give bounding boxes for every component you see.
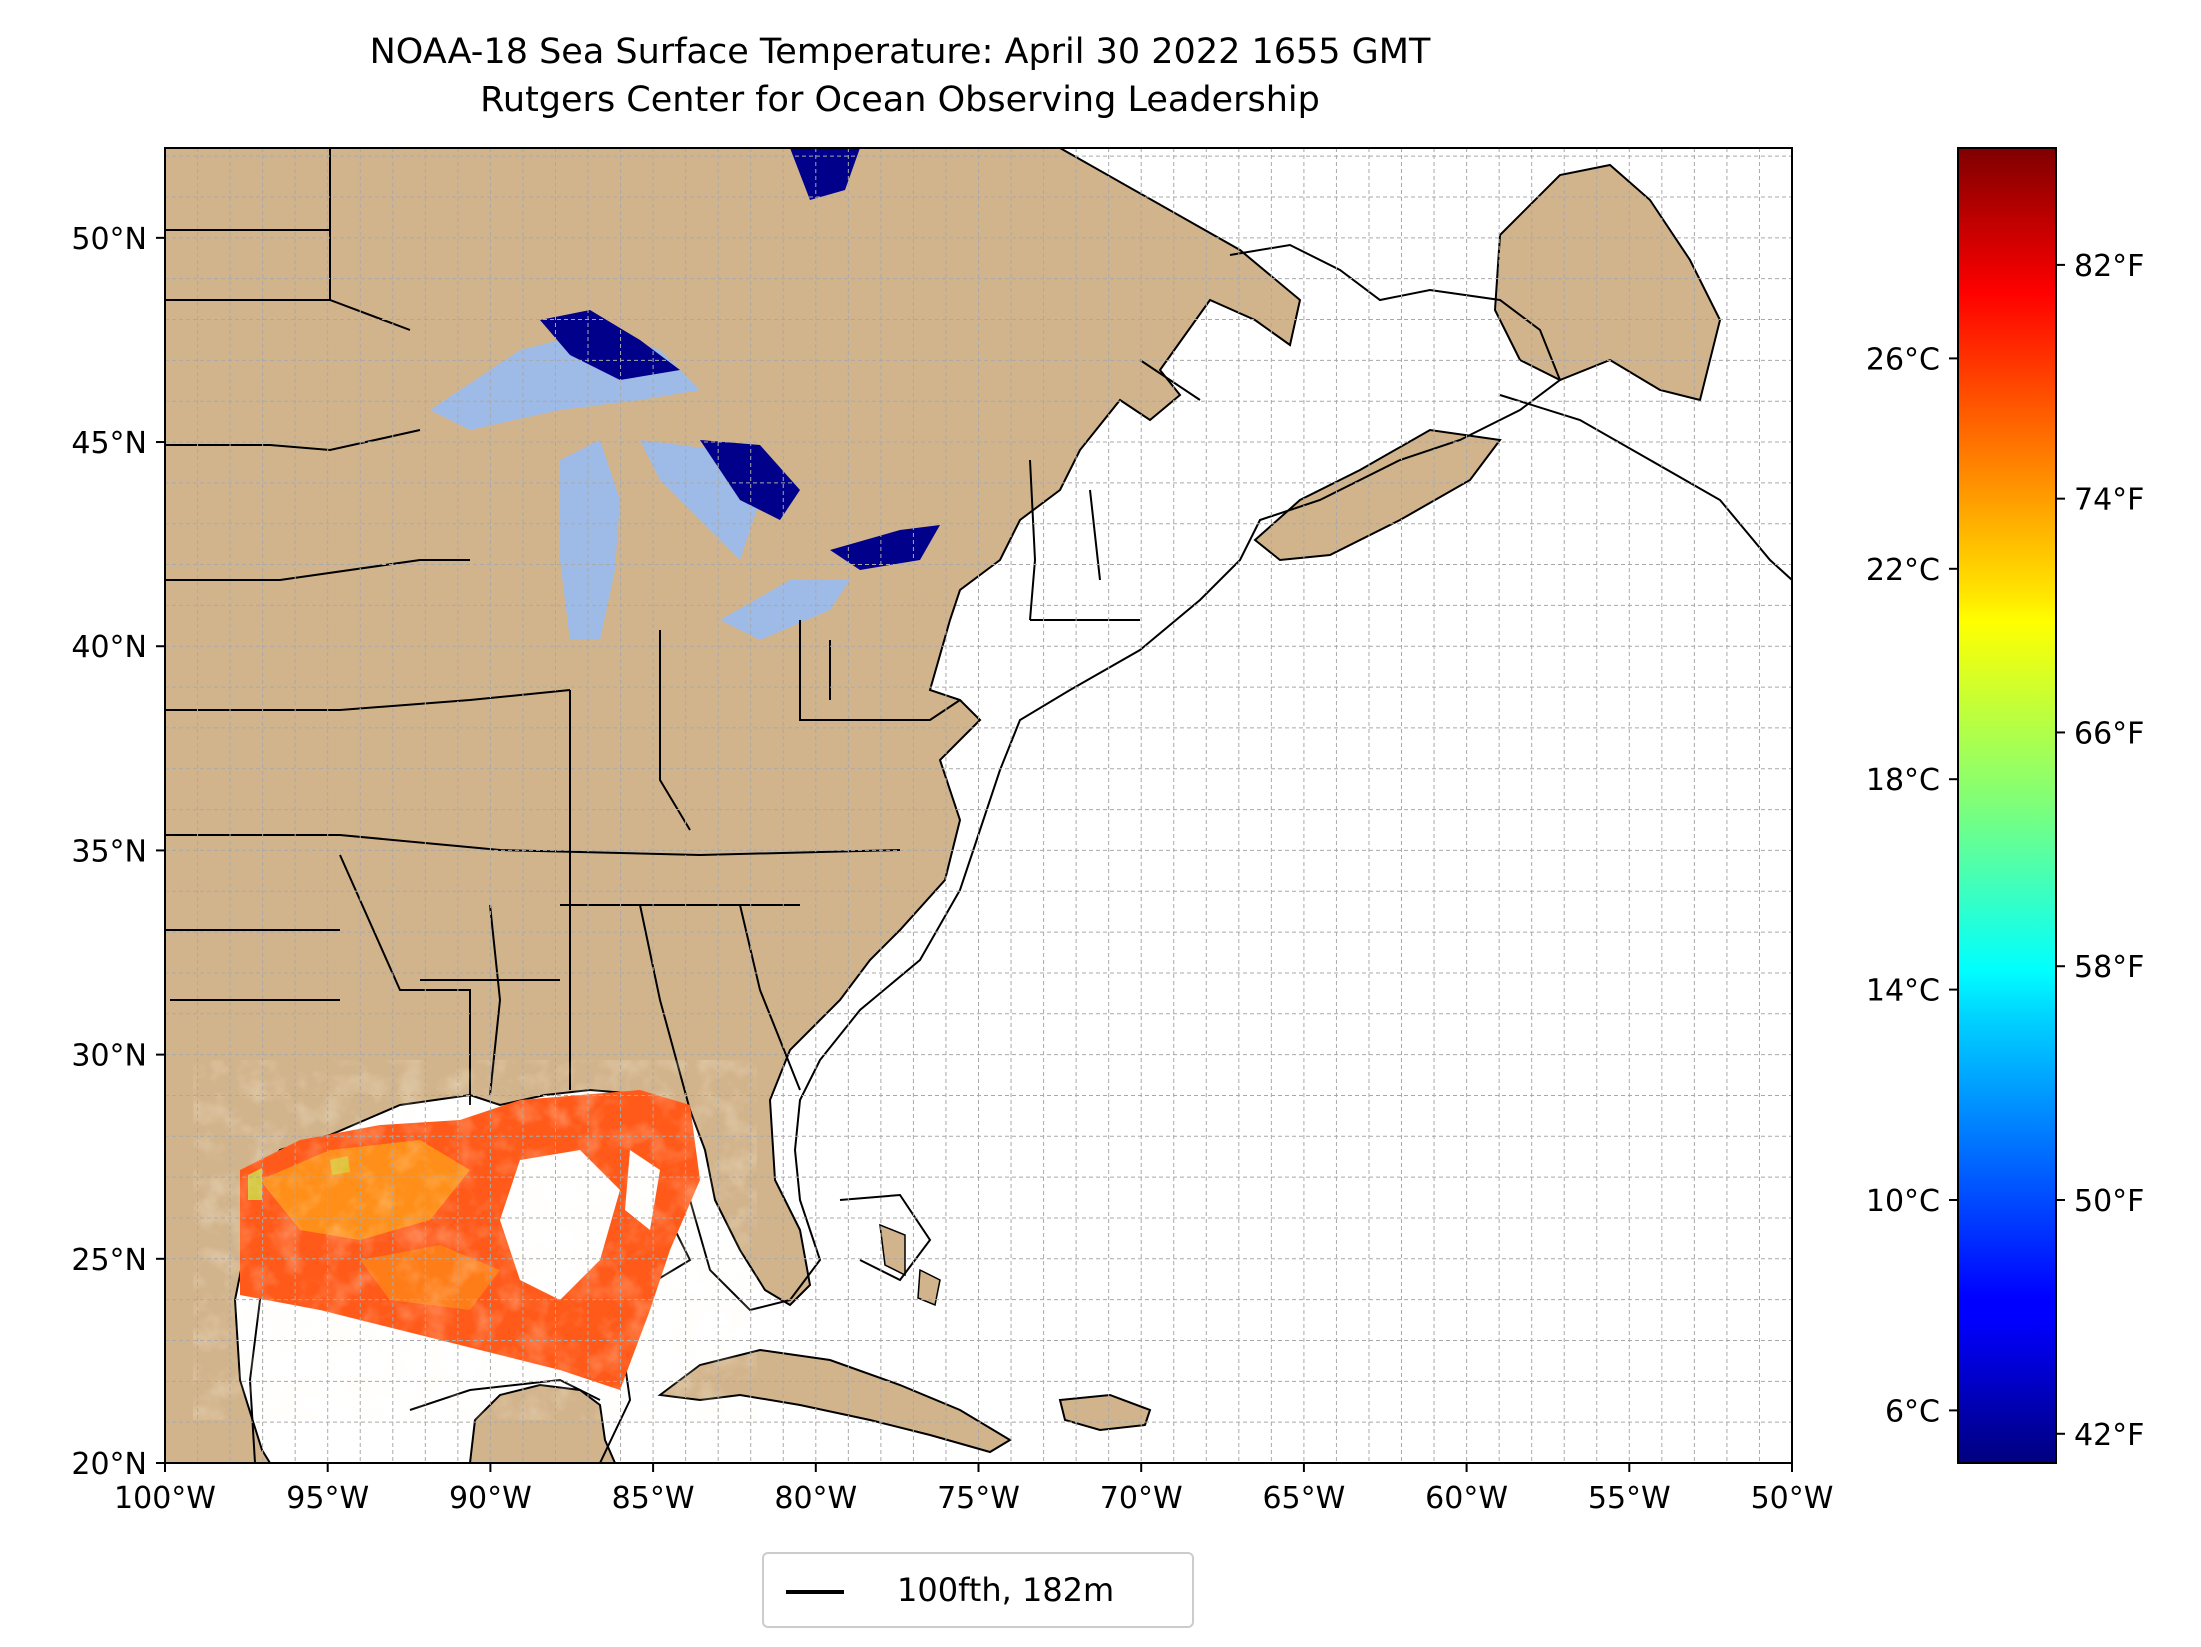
colorbar-f-tick-label: 74°F [2074, 483, 2144, 518]
colorbar-f-tick-label: 42°F [2074, 1418, 2144, 1453]
colorbar-f-tick-label: 58°F [2074, 950, 2144, 985]
colorbar-c-tick-label: 22°C [1866, 553, 1940, 588]
colorbar-c-tick-label: 18°C [1866, 763, 1940, 798]
colorbar-c-tick-label: 10°C [1866, 1184, 1940, 1219]
x-axis: 100°W 95°W 90°W 85°W 80°W 75°W 70°W 65°W 60°W 55°… [114, 1463, 1833, 1516]
x-tick-label: 100°W [114, 1481, 216, 1516]
chart-subtitle: Rutgers Center for Ocean Observing Leade… [480, 80, 1320, 120]
colorbar-f-tick-label: 66°F [2074, 716, 2144, 751]
y-tick-label: 20°N [71, 1447, 147, 1482]
x-tick-label: 55°W [1588, 1481, 1671, 1516]
colorbar-c-tick-label: 14°C [1866, 974, 1940, 1009]
land-cuba [657, 1348, 1012, 1454]
y-tick-label: 50°N [71, 222, 147, 257]
legend-label: 100fth, 182m [897, 1571, 1115, 1609]
x-tick-label: 50°W [1751, 1481, 1834, 1516]
x-tick-label: 75°W [937, 1481, 1020, 1516]
x-tick-label: 70°W [1100, 1481, 1183, 1516]
sst-swath [240, 1090, 710, 1390]
gridlines [165, 148, 1792, 1463]
x-tick-label: 95°W [286, 1481, 369, 1516]
y-tick-label: 25°N [71, 1243, 147, 1278]
y-tick-label: 35°N [71, 834, 147, 869]
state-borders [165, 148, 1201, 1111]
y-tick-label: 30°N [71, 1039, 147, 1074]
colorbar-celsius-axis: 6°C 10°C 14°C 18°C 22°C 26°C [1866, 342, 1958, 1429]
colorbar [1957, 147, 2057, 1464]
y-axis: 20°N 25°N 30°N 35°N 40°N 45°N 50°N [71, 222, 165, 1482]
y-tick-label: 40°N [71, 630, 147, 665]
x-tick-label: 80°W [774, 1481, 857, 1516]
legend-contour-swatch [786, 1590, 844, 1594]
great-lakes [430, 148, 940, 640]
colorbar-c-tick-label: 26°C [1866, 342, 1940, 377]
x-tick-label: 60°W [1425, 1481, 1508, 1516]
y-tick-label: 45°N [71, 426, 147, 461]
colorbar-f-tick-label: 50°F [2074, 1184, 2144, 1219]
legend: 100fth, 182m [762, 1552, 1194, 1628]
x-tick-label: 65°W [1262, 1481, 1345, 1516]
x-tick-label: 90°W [449, 1481, 532, 1516]
x-tick-label: 85°W [612, 1481, 695, 1516]
colorbar-fahrenheit-axis: 42°F 50°F 58°F 66°F 74°F 82°F [2056, 249, 2144, 1453]
land-hispaniola [1058, 1393, 1152, 1432]
colorbar-f-tick-label: 82°F [2074, 249, 2144, 284]
map-content [165, 148, 1792, 1463]
land-nova-scotia [1253, 428, 1502, 562]
chart-title: NOAA-18 Sea Surface Temperature: April 3… [369, 32, 1431, 72]
colorbar-c-tick-label: 6°C [1885, 1394, 1940, 1429]
